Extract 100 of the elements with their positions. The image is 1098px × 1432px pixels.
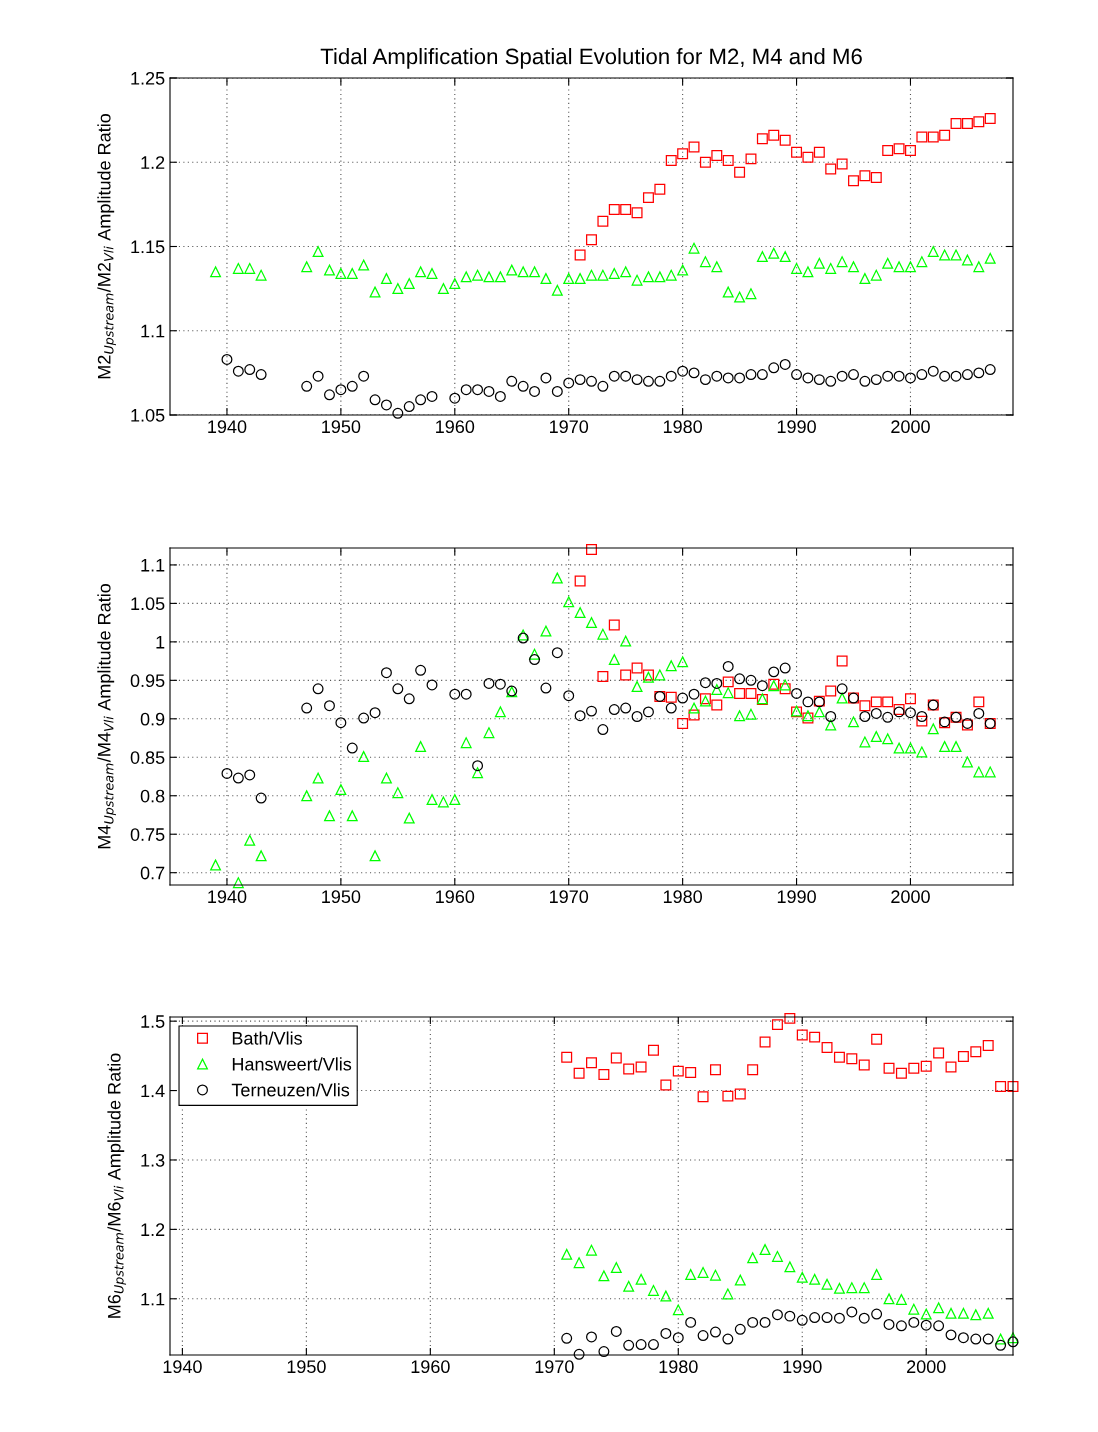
point	[647, 1044, 659, 1056]
x-tick-label: 1950	[322, 890, 361, 904]
y-tick-label: 1.25	[131, 71, 165, 85]
x-tick-label: 2000	[891, 890, 930, 904]
point	[756, 133, 768, 145]
point	[970, 1333, 982, 1345]
point	[870, 171, 882, 183]
point	[647, 1339, 659, 1351]
point	[697, 1091, 709, 1103]
point	[623, 1280, 635, 1292]
point	[1007, 1332, 1019, 1344]
y-tick-label: 1.3	[141, 1153, 165, 1167]
y-tick-label: 1.05	[131, 597, 165, 611]
point	[685, 1067, 697, 1079]
y-tick-label: 1.2	[141, 1223, 165, 1236]
point	[871, 1269, 883, 1280]
point	[791, 146, 803, 158]
point	[1007, 1336, 1019, 1348]
point	[672, 1332, 684, 1344]
point	[957, 1332, 969, 1344]
point	[771, 1309, 783, 1321]
point	[846, 1282, 858, 1294]
point	[895, 1293, 907, 1305]
point	[771, 1250, 783, 1262]
point	[882, 144, 894, 156]
point	[779, 134, 791, 146]
point	[598, 1270, 610, 1282]
x-tick-label: 1940	[208, 890, 247, 904]
point	[745, 153, 757, 165]
point	[722, 155, 734, 167]
point	[809, 1273, 821, 1285]
point	[883, 1318, 895, 1330]
x-tick-label: 1980	[663, 420, 703, 434]
point	[654, 183, 666, 195]
point	[836, 655, 848, 667]
point	[920, 1308, 932, 1320]
point	[747, 1252, 759, 1264]
point	[631, 662, 643, 674]
point	[933, 1302, 945, 1314]
point	[734, 687, 746, 699]
point	[961, 118, 973, 129]
point	[759, 1036, 771, 1048]
point	[586, 1244, 597, 1256]
point	[734, 166, 746, 178]
point	[995, 1333, 1007, 1345]
point	[597, 671, 609, 682]
point	[759, 1244, 771, 1255]
point	[660, 1079, 672, 1091]
point	[697, 1266, 709, 1278]
point	[813, 146, 825, 158]
y-axis-title: M6$_{Upstream}$/M6$_{Vli}$ Amplitude Ratio	[107, 1053, 127, 1318]
y-tick-label: 1.1	[141, 324, 165, 338]
point	[802, 151, 814, 163]
y-tick-label: 0.9	[140, 712, 165, 726]
point	[665, 691, 677, 703]
legend-label: Hansweert/Vlis	[232, 1057, 352, 1071]
y-tick-label: 0.95	[130, 674, 165, 688]
x-tick-label: 2000	[907, 1360, 946, 1374]
point	[598, 1069, 610, 1081]
point	[759, 1316, 771, 1328]
point	[677, 717, 689, 729]
point	[635, 1061, 647, 1073]
x-tick-label: 1980	[663, 890, 703, 904]
point	[620, 203, 632, 215]
y-tick-label: 0.85	[130, 751, 165, 764]
point	[945, 1061, 957, 1073]
point	[573, 1348, 585, 1360]
point	[871, 1033, 883, 1045]
x-tick-label: 2000	[891, 420, 930, 434]
point	[631, 207, 643, 219]
point	[697, 1330, 709, 1342]
point	[836, 158, 848, 170]
y-tick-label: 0.7	[140, 866, 165, 880]
point	[883, 1293, 895, 1305]
point	[950, 118, 962, 129]
point	[747, 1064, 759, 1076]
y-tick-label: 1.2	[141, 156, 165, 169]
point	[784, 1261, 796, 1273]
point	[796, 1271, 808, 1283]
point	[982, 1039, 994, 1051]
point	[586, 1057, 597, 1069]
point	[688, 709, 700, 721]
point	[1007, 1080, 1019, 1092]
point	[734, 1088, 746, 1100]
point	[904, 144, 916, 156]
point	[859, 700, 871, 712]
point	[711, 150, 723, 161]
point	[722, 1288, 734, 1300]
point	[709, 1326, 721, 1338]
point	[916, 131, 928, 143]
y-tick-label: 1.1	[141, 1292, 165, 1306]
x-tick-label: 1960	[411, 1360, 450, 1374]
x-tick-label: 1990	[777, 890, 816, 904]
point	[995, 1339, 1007, 1351]
point	[796, 1029, 808, 1041]
x-tick-label: 1940	[163, 1360, 202, 1374]
y-axis-title: M4$_{Upstream}$/M4$_{Vli}$ Amplitude Ratio	[97, 584, 117, 849]
point	[709, 1064, 721, 1076]
y-tick-label: 0.8	[140, 789, 165, 803]
point	[821, 1312, 833, 1324]
